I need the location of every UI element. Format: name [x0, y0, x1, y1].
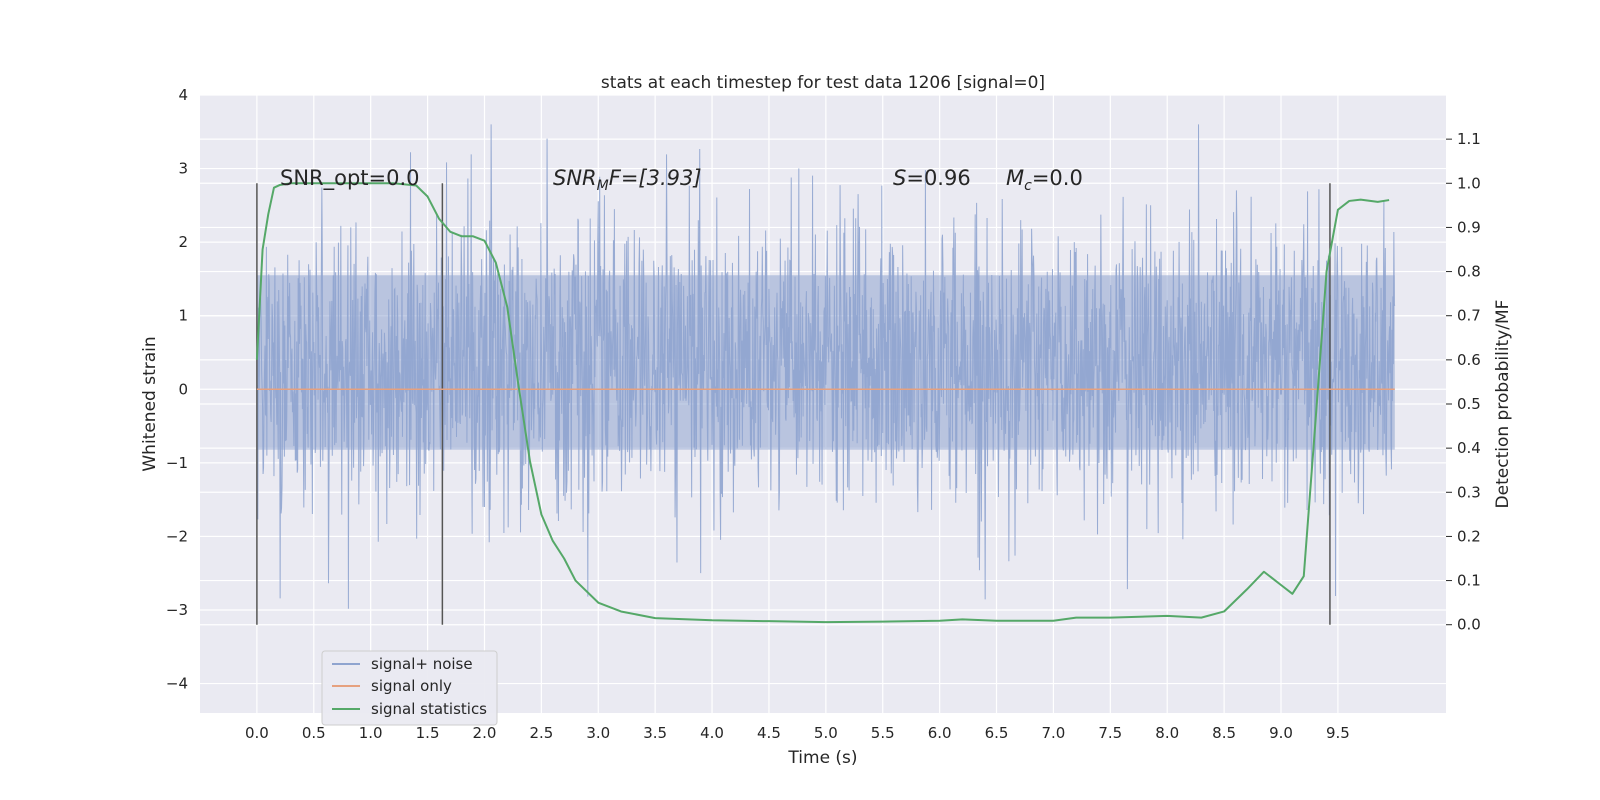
x-tick-label: 0.5 — [302, 724, 326, 742]
legend-label-signal-noise: signal+ noise — [371, 655, 473, 673]
y2-tick-label: 1.0 — [1457, 174, 1481, 192]
x-tick-label: 1.5 — [416, 724, 440, 742]
y2-tick-label: 0.4 — [1457, 439, 1481, 457]
x-tick-label: 4.0 — [700, 724, 724, 742]
annotation-snr-mf-sub: M — [597, 178, 609, 194]
x-tick-label: 8.5 — [1212, 724, 1236, 742]
y2-tick-label: 0.0 — [1457, 616, 1481, 634]
y-tick-label: 3 — [178, 160, 188, 178]
y-tick-label: 4 — [178, 86, 188, 104]
y2-tick-label: 0.5 — [1457, 395, 1481, 413]
y-tick-label: 1 — [178, 307, 188, 325]
annotation-snr-mf: SNRMF=[3.93] — [553, 166, 702, 194]
x-tick-label: 4.5 — [757, 724, 781, 742]
x-tick-label: 7.5 — [1098, 724, 1122, 742]
legend-label-signal-statistics: signal statistics — [371, 700, 487, 718]
y2-tick-label: 0.3 — [1457, 483, 1481, 501]
x-tick-label: 5.0 — [814, 724, 838, 742]
x-tick-label: 0.0 — [245, 724, 269, 742]
x-tick-label: 5.5 — [871, 724, 895, 742]
noise-series — [256, 124, 1396, 609]
y2-tick-label: 0.8 — [1457, 263, 1481, 281]
x-tick-label: 2.5 — [529, 724, 553, 742]
y-axis-label: Whitened strain — [140, 336, 160, 471]
x-axis-label: Time (s) — [787, 748, 857, 768]
x-tick-label: 6.5 — [985, 724, 1009, 742]
x-tick-label: 3.0 — [586, 724, 610, 742]
series-signal-statistics-line — [255, 182, 1390, 624]
y2-tick-label: 0.2 — [1457, 527, 1481, 545]
y-tick-label: 0 — [178, 380, 188, 398]
y-tick-label: −1 — [166, 454, 188, 472]
x-tick-label: 2.0 — [473, 724, 497, 742]
annotation-mc: Mc=0.0 — [1006, 166, 1083, 194]
y2-axis-label: Detection probability/MF — [1493, 300, 1513, 509]
x-tick-label: 1.0 — [359, 724, 383, 742]
chart-title: stats at each timestep for test data 120… — [601, 73, 1045, 93]
y2-tick-label: 1.1 — [1457, 130, 1481, 148]
series-signal-noise-band — [256, 275, 1395, 450]
y2-tick-label: 0.1 — [1457, 572, 1481, 590]
y-tick-label: −2 — [166, 527, 188, 545]
x-tick-label: 3.5 — [643, 724, 667, 742]
tick-labels: 0.0 0.5 1.0 1.5 2.0 2.5 3.0 3.5 4.0 4.5 5.0 5.5 6.0 6… — [166, 86, 1481, 742]
x-tick-label: 8.0 — [1155, 724, 1179, 742]
legend-box — [321, 650, 498, 726]
annotation-snr-mf-main: SNR — [553, 166, 597, 190]
legend-label-signal-only: signal only — [371, 677, 452, 695]
line-series — [255, 182, 1395, 624]
y2-tick-label: 0.9 — [1457, 218, 1481, 236]
x-tick-label: 9.0 — [1269, 724, 1293, 742]
y2-tick-label: 0.7 — [1457, 307, 1481, 325]
annotation-snr-opt: SNR_opt=0.0 — [280, 166, 420, 191]
annotation-mc-rest: =0.0 — [1032, 166, 1083, 190]
x-tick-label: 9.5 — [1326, 724, 1350, 742]
annotation-s: S=0.96 — [893, 166, 971, 190]
legend: signal+ noise signal only signal statist… — [321, 650, 498, 726]
annotation-mc-main: M — [1006, 166, 1024, 190]
annotation-mc-sub: c — [1024, 178, 1032, 194]
annotation-s-rest: =0.96 — [906, 166, 970, 190]
y-tick-label: 2 — [178, 233, 188, 251]
x-tick-label: 7.0 — [1041, 724, 1065, 742]
y-tick-label: −3 — [166, 601, 188, 619]
annotation-snr-mf-rest: F=[3.93] — [609, 166, 702, 190]
y2-tick-label: 0.6 — [1457, 351, 1481, 369]
annotation-s-main: S — [893, 166, 906, 190]
y-tick-label: −4 — [166, 675, 188, 693]
x-tick-label: 6.0 — [928, 724, 952, 742]
